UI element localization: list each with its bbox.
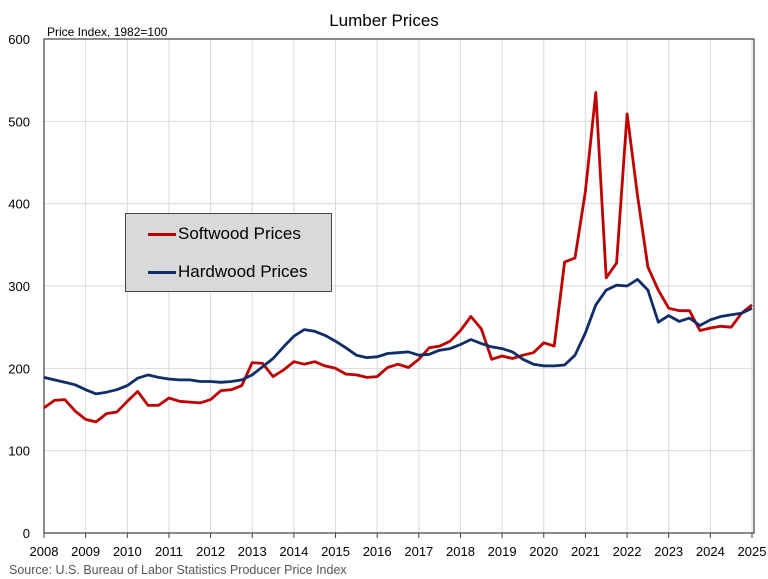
x-tick-label: 2017 — [404, 544, 433, 559]
source-note: Source: U.S. Bureau of Labor Statistics … — [9, 563, 347, 577]
x-tick-label: 2023 — [654, 544, 683, 559]
x-tick-label: 2019 — [488, 544, 517, 559]
x-tick-label: 2009 — [71, 544, 100, 559]
x-tick-label: 2016 — [363, 544, 392, 559]
y-tick-label: 400 — [8, 197, 30, 212]
legend-label-softwood: Softwood Prices — [178, 224, 301, 243]
x-tick-label: 2020 — [529, 544, 558, 559]
y-tick-label: 0 — [23, 526, 30, 541]
legend-swatch-softwood — [148, 232, 176, 236]
legend-item-softwood: Softwood Prices — [148, 224, 301, 244]
y-tick-label: 500 — [8, 114, 30, 129]
chart-title: Lumber Prices — [329, 11, 439, 30]
series-line-hardwood — [43, 277, 753, 396]
legend: Softwood Prices Hardwood Prices — [125, 213, 332, 292]
y-tick-label: 200 — [8, 361, 30, 376]
x-tick-label: 2014 — [279, 544, 308, 559]
x-tick-label: 2013 — [238, 544, 267, 559]
x-tick-label: 2015 — [321, 544, 350, 559]
y-tick-label: 300 — [8, 279, 30, 294]
legend-item-hardwood: Hardwood Prices — [148, 262, 307, 282]
x-tick-label: 2021 — [571, 544, 600, 559]
series-line-softwood — [43, 91, 753, 424]
x-tick-label: 2010 — [113, 544, 142, 559]
y-axis-label: Price Index, 1982=100 — [47, 25, 168, 39]
plot-border — [43, 38, 755, 534]
y-tick-label: 100 — [8, 444, 30, 459]
x-tick-label: 2022 — [613, 544, 642, 559]
x-tick-label: 2024 — [696, 544, 725, 559]
x-tick-label: 2011 — [155, 544, 183, 559]
x-tick-label: 2018 — [446, 544, 475, 559]
y-tick-label: 600 — [8, 32, 30, 47]
legend-label-hardwood: Hardwood Prices — [178, 262, 308, 281]
x-tick-label: 2012 — [196, 544, 225, 559]
x-tick-label: 2008 — [30, 544, 59, 559]
x-tick-label: 2025 — [738, 544, 767, 559]
legend-swatch-hardwood — [148, 270, 176, 274]
